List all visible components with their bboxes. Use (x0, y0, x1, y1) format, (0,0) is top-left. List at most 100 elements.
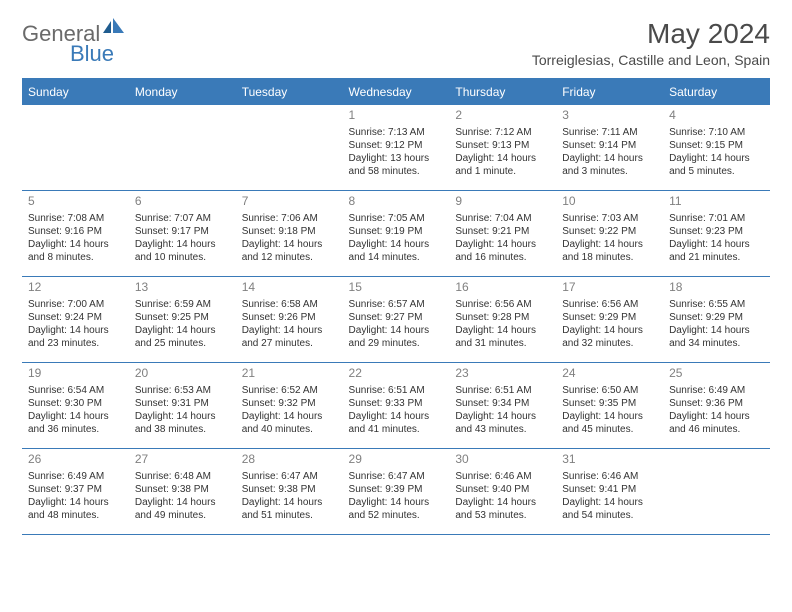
weekday-header: Wednesday (343, 79, 450, 105)
sunrise-text: Sunrise: 7:06 AM (242, 212, 337, 225)
sunrise-text: Sunrise: 7:01 AM (669, 212, 764, 225)
calendar-cell (236, 105, 343, 191)
calendar-cell: 6 Sunrise: 7:07 AMSunset: 9:17 PMDaylight… (129, 191, 236, 277)
calendar-cell: 13Sunrise: 6:59 AMSunset: 9:25 PMDayligh… (129, 277, 236, 363)
day-number: 6 (135, 194, 230, 210)
daylight-text: Daylight: 14 hours and 49 minutes. (135, 496, 230, 522)
daylight-text: Daylight: 14 hours and 32 minutes. (562, 324, 657, 350)
calendar-cell: 26Sunrise: 6:49 AMSunset: 9:37 PMDayligh… (22, 449, 129, 535)
header: GeneralBlue May 2024 Torreiglesias, Cast… (22, 18, 770, 74)
sunset-text: Sunset: 9:23 PM (669, 225, 764, 238)
daylight-text: Daylight: 14 hours and 40 minutes. (242, 410, 337, 436)
day-number: 16 (455, 280, 550, 296)
sunset-text: Sunset: 9:37 PM (28, 483, 123, 496)
calendar-cell (129, 105, 236, 191)
daylight-text: Daylight: 14 hours and 8 minutes. (28, 238, 123, 264)
calendar-cell: 3Sunrise: 7:11 AMSunset: 9:14 PMDaylight… (556, 105, 663, 191)
sunset-text: Sunset: 9:24 PM (28, 311, 123, 324)
sunrise-text: Sunrise: 6:49 AM (28, 470, 123, 483)
day-number: 13 (135, 280, 230, 296)
title-block: May 2024 Torreiglesias, Castille and Leo… (532, 18, 770, 74)
sunrise-text: Sunrise: 7:05 AM (349, 212, 444, 225)
sunset-text: Sunset: 9:31 PM (135, 397, 230, 410)
calendar-cell: 7Sunrise: 7:06 AMSunset: 9:18 PMDaylight… (236, 191, 343, 277)
daylight-text: Daylight: 14 hours and 18 minutes. (562, 238, 657, 264)
calendar-cell (22, 105, 129, 191)
day-number: 5 (28, 194, 123, 210)
calendar-cell: 14Sunrise: 6:58 AMSunset: 9:26 PMDayligh… (236, 277, 343, 363)
calendar-cell: 21Sunrise: 6:52 AMSunset: 9:32 PMDayligh… (236, 363, 343, 449)
daylight-text: Daylight: 14 hours and 25 minutes. (135, 324, 230, 350)
sunrise-text: Sunrise: 7:08 AM (28, 212, 123, 225)
daylight-text: Daylight: 14 hours and 34 minutes. (669, 324, 764, 350)
day-number: 22 (349, 366, 444, 382)
weekday-header-row: Sunday Monday Tuesday Wednesday Thursday… (22, 79, 770, 105)
calendar-cell: 30Sunrise: 6:46 AMSunset: 9:40 PMDayligh… (449, 449, 556, 535)
daylight-text: Daylight: 14 hours and 23 minutes. (28, 324, 123, 350)
calendar-cell: 15Sunrise: 6:57 AMSunset: 9:27 PMDayligh… (343, 277, 450, 363)
sunset-text: Sunset: 9:15 PM (669, 139, 764, 152)
sunset-text: Sunset: 9:33 PM (349, 397, 444, 410)
day-number: 27 (135, 452, 230, 468)
sunrise-text: Sunrise: 7:11 AM (562, 126, 657, 139)
daylight-text: Daylight: 14 hours and 1 minute. (455, 152, 550, 178)
daylight-text: Daylight: 14 hours and 38 minutes. (135, 410, 230, 436)
calendar-cell: 8Sunrise: 7:05 AMSunset: 9:19 PMDaylight… (343, 191, 450, 277)
sunset-text: Sunset: 9:14 PM (562, 139, 657, 152)
sunrise-text: Sunrise: 6:51 AM (349, 384, 444, 397)
sunrise-text: Sunrise: 7:10 AM (669, 126, 764, 139)
calendar-cell: 2Sunrise: 7:12 AMSunset: 9:13 PMDaylight… (449, 105, 556, 191)
sunset-text: Sunset: 9:17 PM (135, 225, 230, 238)
day-number: 9 (455, 194, 550, 210)
sunset-text: Sunset: 9:34 PM (455, 397, 550, 410)
daylight-text: Daylight: 14 hours and 5 minutes. (669, 152, 764, 178)
day-number: 17 (562, 280, 657, 296)
weekday-header: Thursday (449, 79, 556, 105)
calendar-row: 26Sunrise: 6:49 AMSunset: 9:37 PMDayligh… (22, 449, 770, 535)
day-number: 10 (562, 194, 657, 210)
day-number: 20 (135, 366, 230, 382)
sunrise-text: Sunrise: 7:07 AM (135, 212, 230, 225)
calendar-cell: 11Sunrise: 7:01 AMSunset: 9:23 PMDayligh… (663, 191, 770, 277)
day-number: 12 (28, 280, 123, 296)
weekday-header: Tuesday (236, 79, 343, 105)
sunrise-text: Sunrise: 7:00 AM (28, 298, 123, 311)
calendar-cell: 9Sunrise: 7:04 AMSunset: 9:21 PMDaylight… (449, 191, 556, 277)
sunset-text: Sunset: 9:27 PM (349, 311, 444, 324)
day-number: 14 (242, 280, 337, 296)
sunrise-text: Sunrise: 6:48 AM (135, 470, 230, 483)
daylight-text: Daylight: 14 hours and 43 minutes. (455, 410, 550, 436)
day-number: 7 (242, 194, 337, 210)
day-number: 3 (562, 108, 657, 124)
sunrise-text: Sunrise: 6:52 AM (242, 384, 337, 397)
sunrise-text: Sunrise: 6:56 AM (455, 298, 550, 311)
daylight-text: Daylight: 14 hours and 52 minutes. (349, 496, 444, 522)
weekday-header: Saturday (663, 79, 770, 105)
sunset-text: Sunset: 9:22 PM (562, 225, 657, 238)
calendar-cell: 24Sunrise: 6:50 AMSunset: 9:35 PMDayligh… (556, 363, 663, 449)
weekday-header: Monday (129, 79, 236, 105)
daylight-text: Daylight: 14 hours and 16 minutes. (455, 238, 550, 264)
day-number: 19 (28, 366, 123, 382)
calendar-row: 1Sunrise: 7:13 AMSunset: 9:12 PMDaylight… (22, 105, 770, 191)
page-title: May 2024 (532, 18, 770, 50)
sunset-text: Sunset: 9:41 PM (562, 483, 657, 496)
calendar-cell: 19Sunrise: 6:54 AMSunset: 9:30 PMDayligh… (22, 363, 129, 449)
calendar-cell: 28Sunrise: 6:47 AMSunset: 9:38 PMDayligh… (236, 449, 343, 535)
sunset-text: Sunset: 9:40 PM (455, 483, 550, 496)
sunset-text: Sunset: 9:21 PM (455, 225, 550, 238)
sunset-text: Sunset: 9:13 PM (455, 139, 550, 152)
calendar-cell: 5Sunrise: 7:08 AMSunset: 9:16 PMDaylight… (22, 191, 129, 277)
sunrise-text: Sunrise: 6:53 AM (135, 384, 230, 397)
calendar-cell: 27Sunrise: 6:48 AMSunset: 9:38 PMDayligh… (129, 449, 236, 535)
day-number: 23 (455, 366, 550, 382)
day-number: 1 (349, 108, 444, 124)
daylight-text: Daylight: 14 hours and 41 minutes. (349, 410, 444, 436)
calendar-row: 5Sunrise: 7:08 AMSunset: 9:16 PMDaylight… (22, 191, 770, 277)
calendar-cell (663, 449, 770, 535)
daylight-text: Daylight: 14 hours and 31 minutes. (455, 324, 550, 350)
daylight-text: Daylight: 14 hours and 10 minutes. (135, 238, 230, 264)
sunrise-text: Sunrise: 6:58 AM (242, 298, 337, 311)
sunrise-text: Sunrise: 7:03 AM (562, 212, 657, 225)
sunrise-text: Sunrise: 6:55 AM (669, 298, 764, 311)
